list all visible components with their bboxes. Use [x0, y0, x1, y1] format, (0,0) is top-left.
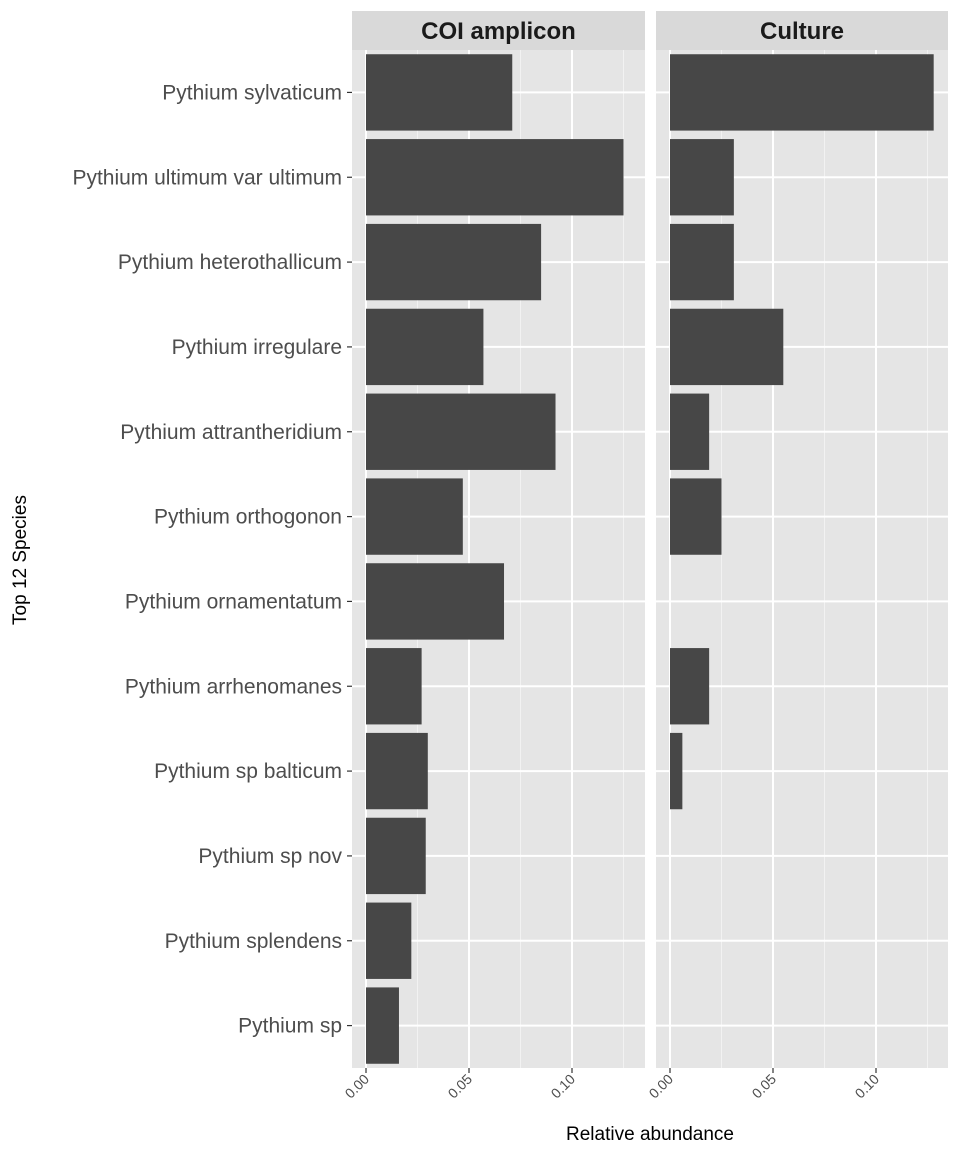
x-tick-label: 0.05: [749, 1071, 780, 1102]
bar: [366, 648, 422, 725]
y-tick-label: Pythium irregulare: [172, 336, 342, 359]
bar: [366, 817, 426, 895]
bar: [366, 987, 399, 1064]
y-tick-label: Pythium sp balticum: [154, 760, 342, 783]
bar: [670, 478, 722, 555]
y-tick-label: Pythium orthogonon: [154, 506, 342, 529]
bar: [366, 308, 484, 386]
panels-layer: COI amplicon 0.00 0.05 0.10 Culture 0.00 0.05 0…: [342, 11, 948, 1101]
x-axis-title: Relative abundance: [566, 1124, 734, 1145]
x-tick-label: 0.00: [342, 1071, 373, 1102]
bar: [670, 732, 683, 810]
bar: [366, 54, 513, 131]
bar: [366, 902, 412, 979]
bar: [670, 54, 934, 131]
y-tick-label: Pythium sp nov: [198, 845, 342, 868]
facet-panel: Culture 0.00 0.05 0.10: [646, 11, 948, 1101]
facet-strip-label: COI amplicon: [421, 18, 576, 45]
panel-background: [656, 50, 948, 1068]
bar: [670, 308, 784, 386]
y-tick-label: Pythium sylvaticum: [162, 81, 342, 104]
y-tick-label: Pythium ultimum var ultimum: [72, 166, 342, 189]
bar: [670, 223, 734, 301]
x-tick-label: 0.10: [852, 1071, 883, 1102]
bar: [670, 648, 710, 725]
y-axis-title: Top 12 Species: [10, 495, 31, 625]
facet-panel: COI amplicon 0.00 0.05 0.10: [342, 11, 645, 1101]
bar: [366, 393, 556, 470]
facet-strip: [352, 11, 645, 50]
x-tick-label: 0.10: [548, 1071, 579, 1102]
bar: [366, 563, 505, 640]
y-tick-label: Pythium heterothallicum: [118, 251, 342, 274]
x-tick-label: 0.05: [445, 1071, 476, 1102]
y-tick-label: Pythium attrantheridium: [120, 421, 342, 444]
x-tick-label: 0.00: [646, 1071, 677, 1102]
panel-background: [352, 50, 645, 1068]
bar: [670, 139, 734, 216]
bar: [366, 732, 428, 810]
y-tick-label: Pythium arrhenomanes: [125, 675, 342, 698]
facet-strip-label: Culture: [760, 18, 844, 45]
category-labels: Pythium sylvaticum Pythium ultimum var ul…: [72, 81, 352, 1038]
bar: [366, 223, 542, 301]
y-tick-label: Pythium splendens: [165, 930, 342, 953]
y-tick-label: Pythium ornamentatum: [125, 590, 342, 613]
facet-strip: [656, 11, 948, 50]
bar: [366, 139, 624, 216]
y-tick-label: Pythium sp: [238, 1015, 342, 1038]
bar: [366, 478, 463, 555]
bar: [670, 393, 710, 470]
